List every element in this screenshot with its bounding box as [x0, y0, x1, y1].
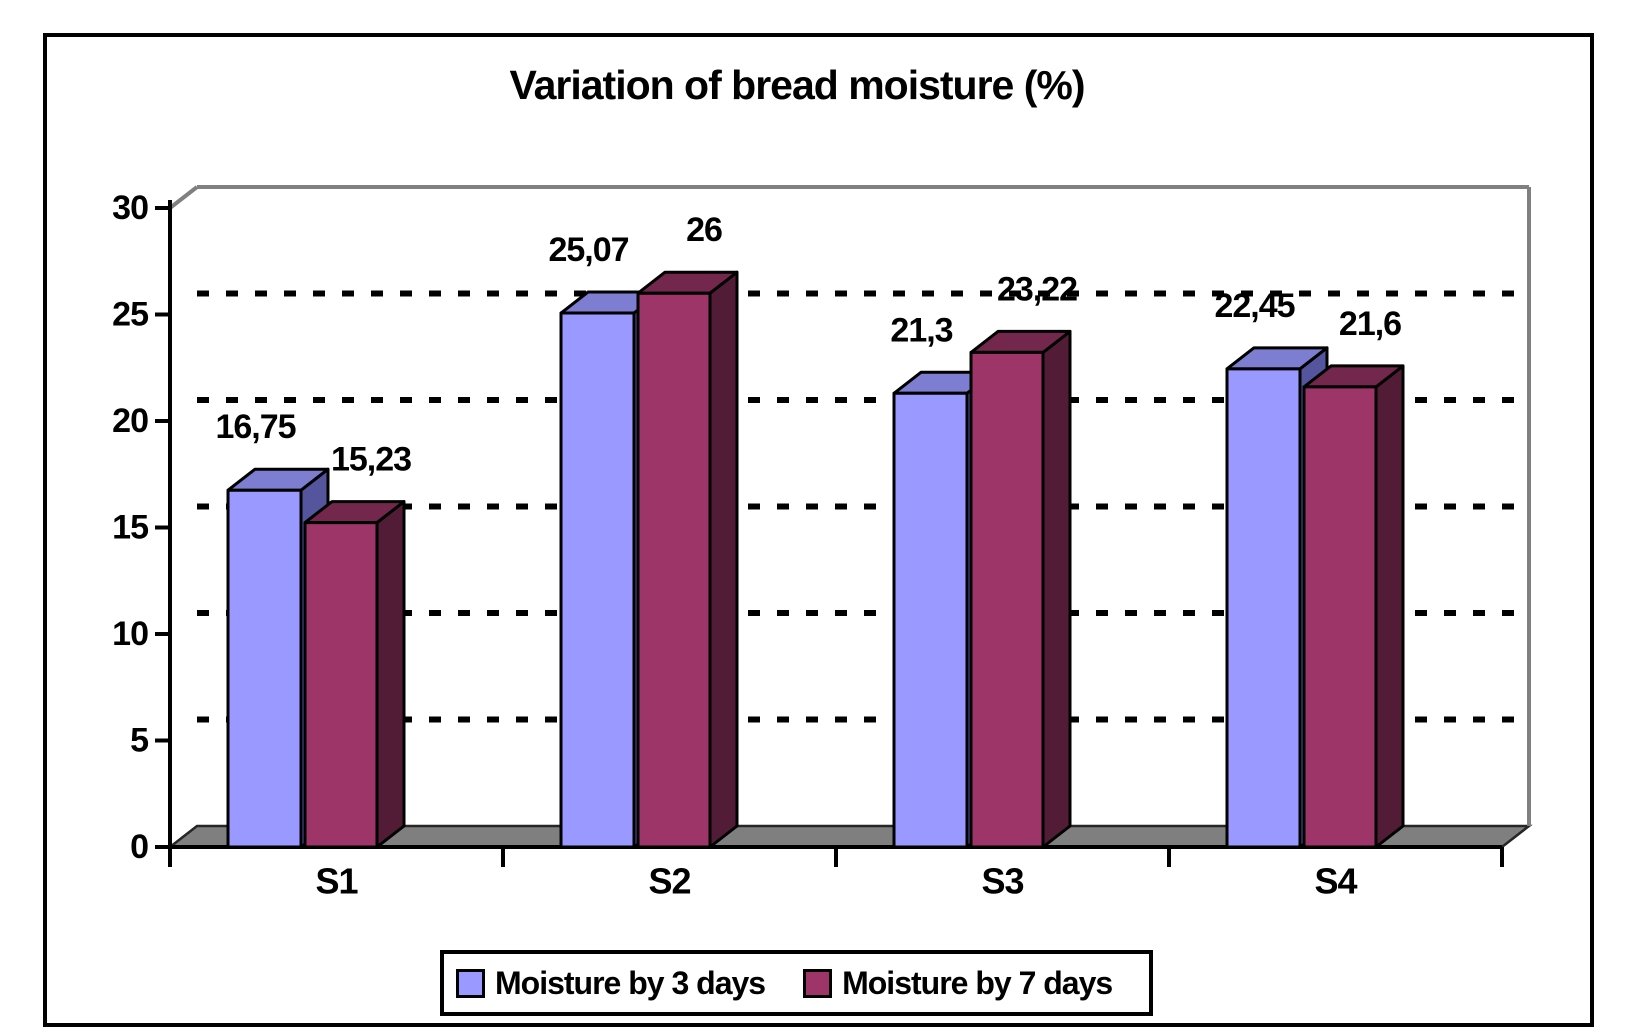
y-tick-label-20: 20 — [112, 402, 148, 440]
data-label-s0-S1: 16,75 — [215, 408, 295, 446]
data-label-s1-S2: 26 — [686, 211, 722, 249]
bar-s1-S1 — [303, 521, 379, 849]
bar-s0-S2 — [559, 311, 636, 849]
data-label-s1-S4: 21,6 — [1339, 305, 1401, 343]
y-tick-label-30: 30 — [112, 189, 148, 227]
chart-title: Variation of bread moisture (%) — [509, 62, 1086, 108]
legend-swatch-7-days-icon — [803, 968, 833, 998]
wall-edge-left — [168, 185, 199, 210]
legend-label-3-days: Moisture by 3 days — [495, 964, 766, 1001]
data-label-s1-S1: 15,23 — [331, 441, 411, 479]
bar-s1-S3 — [969, 350, 1045, 849]
chart-border — [43, 33, 1594, 1027]
bar-s0-S3 — [892, 391, 969, 849]
x-category-label-S3: S3 — [981, 861, 1023, 902]
legend-label-7-days: Moisture by 7 days — [842, 964, 1113, 1001]
bar-side-s1-S3 — [1041, 329, 1072, 849]
data-label-s0-S4: 22,45 — [1214, 287, 1294, 325]
legend-item-7-days: Moisture by 7 days — [803, 964, 1113, 1002]
bar-s1-S2 — [636, 291, 712, 849]
y-tick-label-25: 25 — [112, 296, 148, 334]
legend-swatch-3-days-icon — [456, 968, 485, 998]
bar-side-s1-S2 — [708, 270, 739, 849]
x-category-label-S1: S1 — [315, 861, 358, 902]
bar-side-s1-S1 — [375, 500, 406, 849]
bar-s1-S4 — [1302, 385, 1378, 849]
bar-s0-S4 — [1225, 367, 1302, 849]
bar-side-s1-S4 — [1374, 364, 1405, 849]
data-label-s0-S3: 21,3 — [890, 311, 952, 349]
data-label-s0-S2: 25,07 — [548, 231, 628, 269]
x-category-label-S2: S2 — [648, 861, 690, 902]
y-tick-label-10: 10 — [112, 615, 148, 653]
y-tick-label-0: 0 — [130, 828, 148, 866]
bar-s0-S1 — [226, 488, 303, 849]
y-tick-label-5: 5 — [130, 722, 148, 760]
legend: Moisture by 3 days Moisture by 7 days — [440, 950, 1153, 1016]
y-tick-label-15: 15 — [112, 509, 148, 547]
x-category-label-S4: S4 — [1314, 861, 1357, 902]
legend-item-3-days: Moisture by 3 days — [456, 964, 766, 1002]
data-label-s1-S3: 23,22 — [997, 270, 1077, 308]
